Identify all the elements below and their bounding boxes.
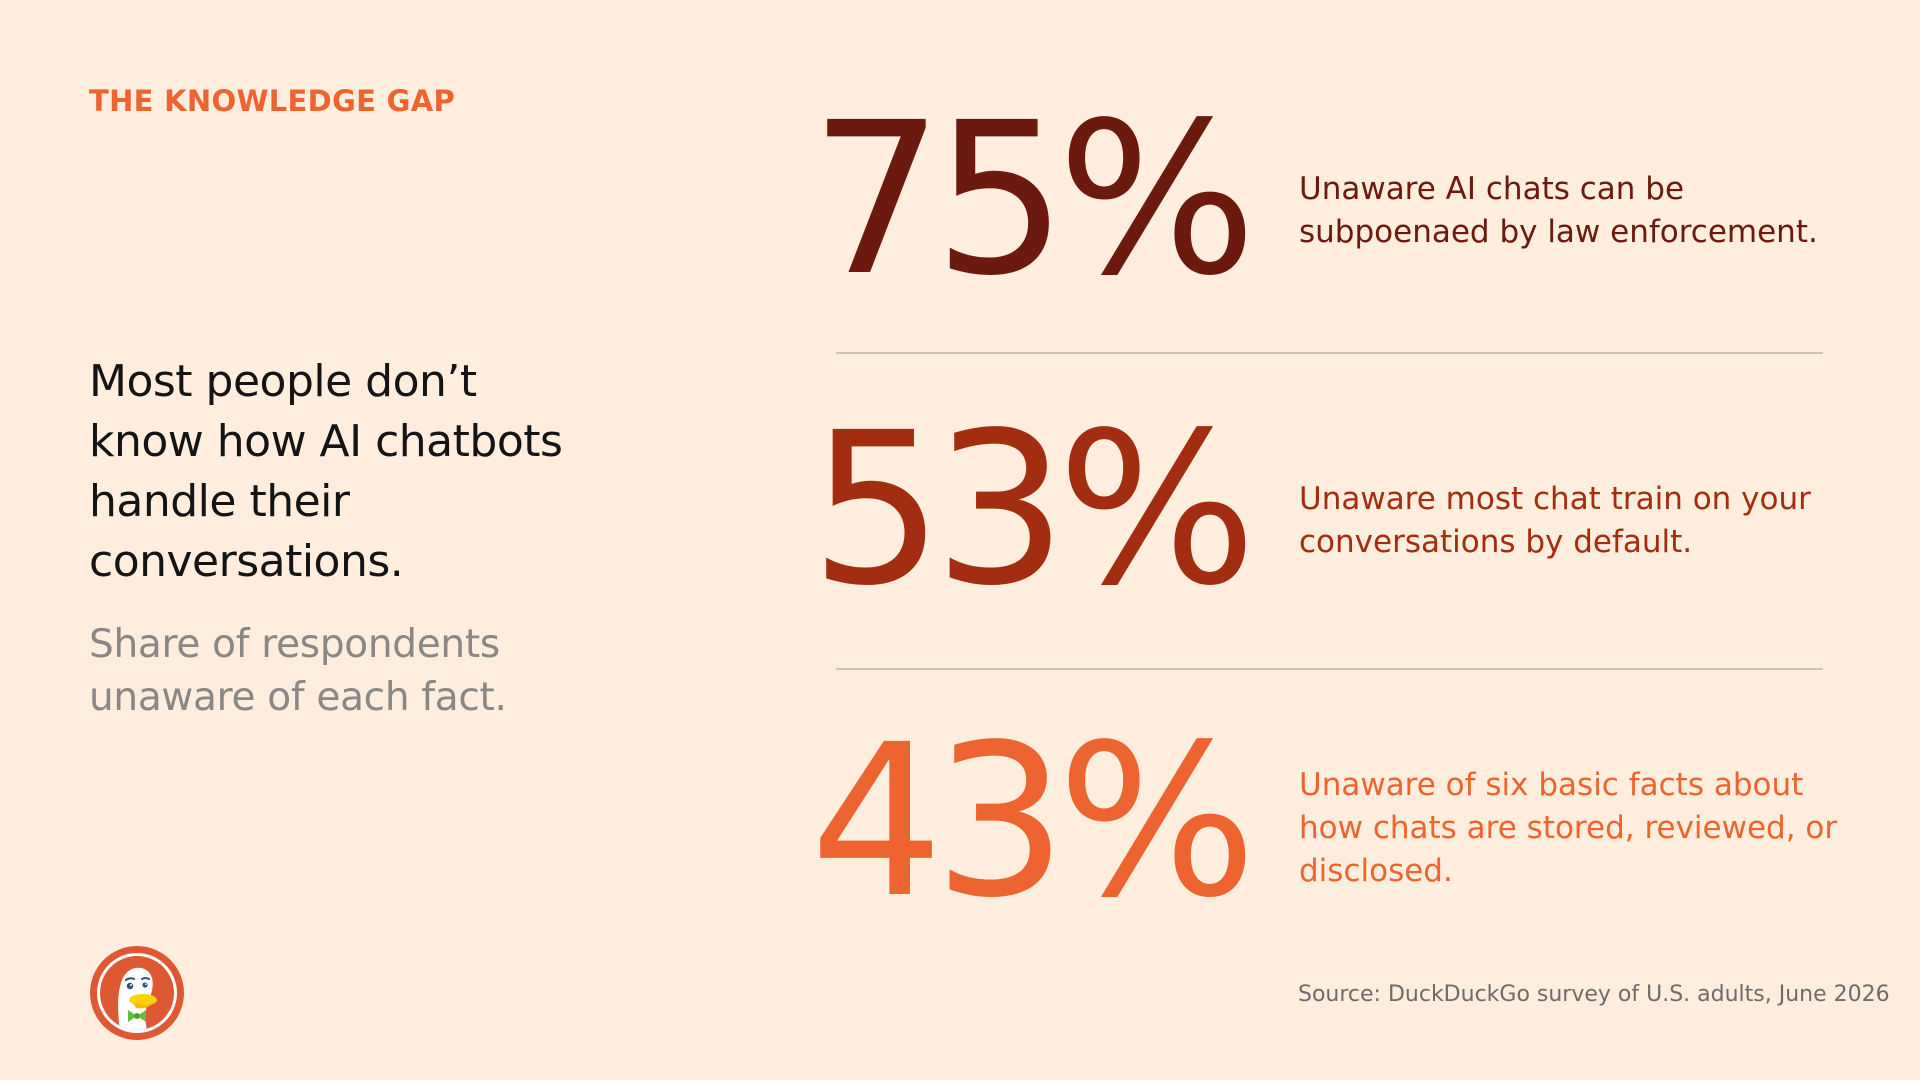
stat-block-basic-facts: 43% Unaware of six basic facts about how… bbox=[810, 699, 1837, 1022]
stat-value: 75% bbox=[810, 77, 1257, 322]
stat-value: 53% bbox=[810, 387, 1257, 632]
duckduckgo-logo-icon bbox=[88, 944, 186, 1042]
stat-value: 43% bbox=[810, 699, 1257, 944]
stat-divider bbox=[836, 668, 1823, 670]
stat-description: Unaware AI chats can be subpoenaed by la… bbox=[1299, 171, 1818, 250]
page-subhead: Share of respondents unaware of each fac… bbox=[89, 622, 507, 720]
source-note: Source: DuckDuckGo survey of U.S. adults… bbox=[1298, 982, 1890, 1007]
stat-description: Unaware most chat train on your conversa… bbox=[1299, 481, 1811, 560]
page-headline: Most people don’t know how AI chatbots h… bbox=[89, 356, 563, 587]
stat-divider bbox=[836, 352, 1823, 354]
stat-block-subpoena: 75% Unaware AI chats can be subpoenaed b… bbox=[810, 77, 1820, 400]
stat-description: Unaware of six basic facts about how cha… bbox=[1299, 767, 1838, 889]
section-eyebrow: THE KNOWLEDGE GAP bbox=[89, 84, 456, 118]
stat-block-training: 53% Unaware most chat train on your conv… bbox=[810, 387, 1820, 710]
